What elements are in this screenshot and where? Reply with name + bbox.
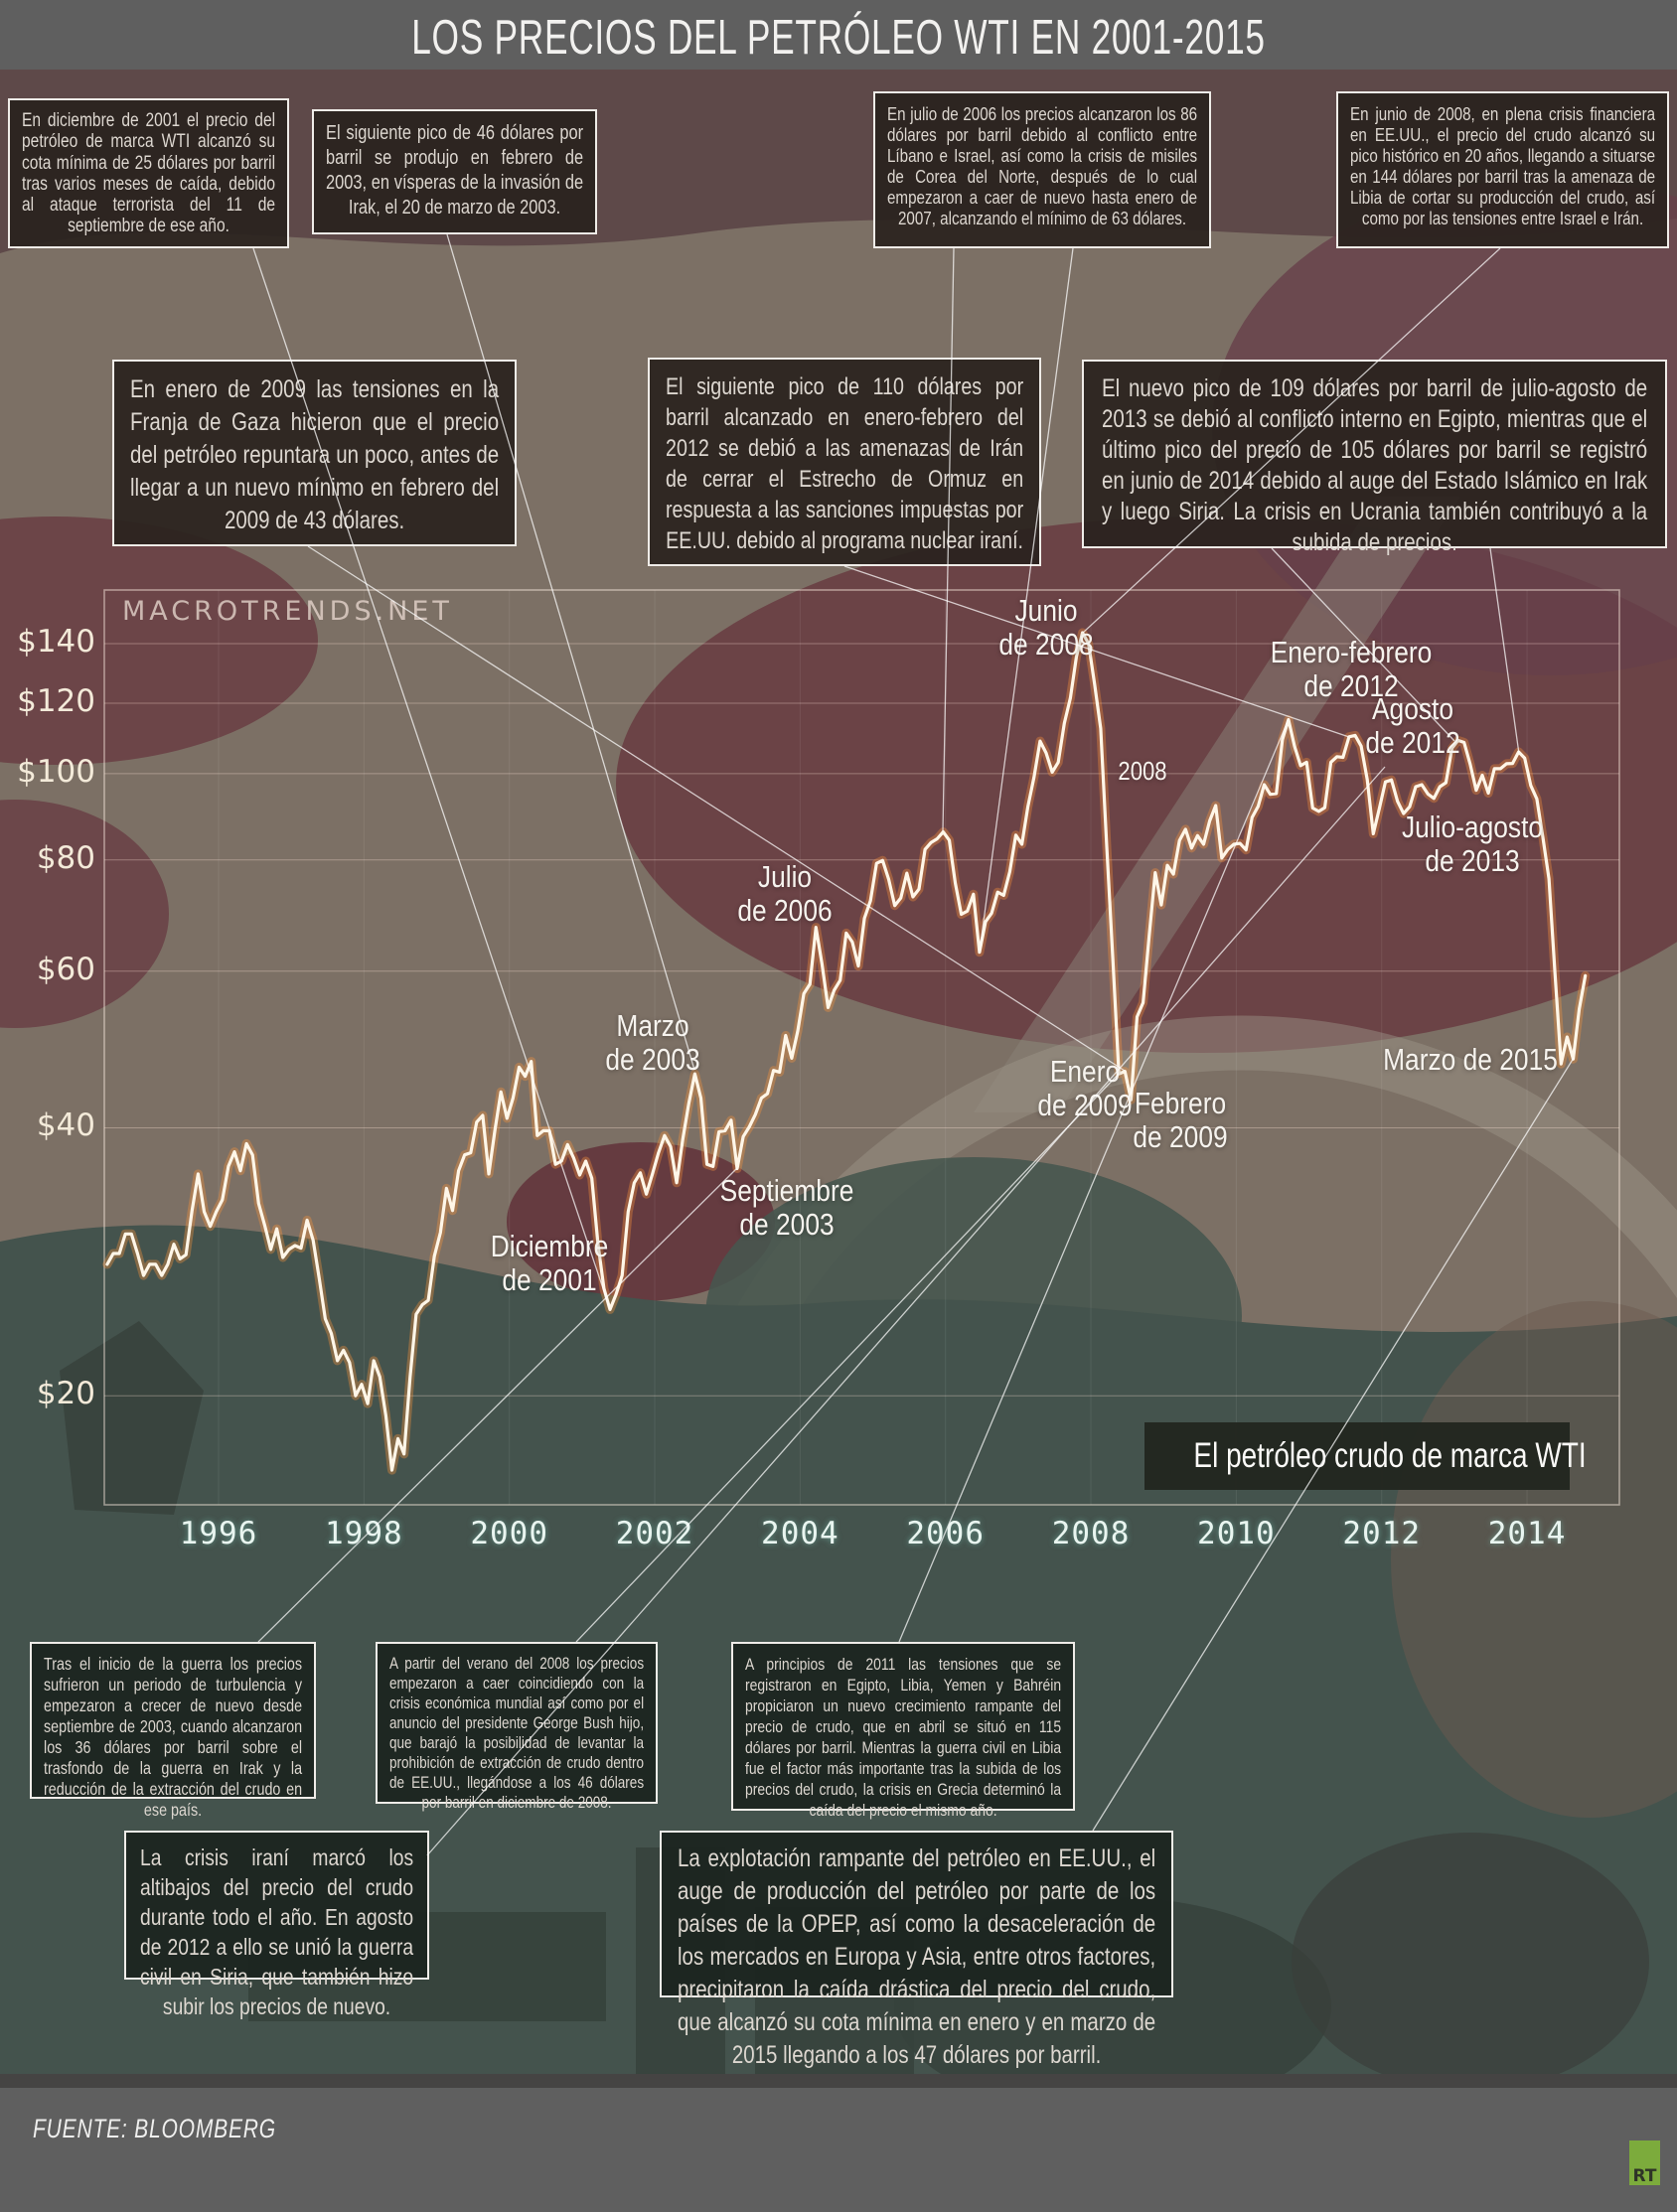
- annotation-julio-agosto-2013: Julio-agosto de 2013: [1401, 810, 1544, 879]
- x-tick-label: 2014: [1487, 1516, 1567, 1551]
- y-tick-label: $80: [36, 839, 95, 876]
- callout-jun-2008: En junio de 2008, en plena crisis financ…: [1336, 91, 1669, 248]
- x-tick-label: 2002: [615, 1516, 694, 1551]
- source-label: FUENTE: BLOOMBERG: [33, 2114, 276, 2143]
- x-tick-label: 1996: [179, 1516, 258, 1551]
- x-tick-label: 2010: [1197, 1516, 1276, 1551]
- annotation-marzo-2015: Marzo de 2015: [1383, 1042, 1558, 1077]
- callout-explotacion-eeuu-text: La explotación rampante del petróleo en …: [678, 1844, 1156, 2069]
- annotation-agosto-2012: Agosto de 2012: [1365, 691, 1460, 761]
- callout-crisis-irani: La crisis iraní marcó los altibajos del …: [124, 1831, 429, 2019]
- callout-verano-2008-text: A partir del verano del 2008 los precios…: [389, 1655, 645, 1812]
- callout-guerra-irak-text: Tras el inicio de la guerra los precios …: [44, 1654, 303, 1820]
- x-tick-label: 2012: [1342, 1516, 1422, 1551]
- callout-jul-2006: En julio de 2006 los precios alcanzaron …: [873, 91, 1211, 248]
- x-tick-label: 2006: [906, 1516, 986, 1551]
- callout-ene-feb-2012: El siguiente pico de 110 dólares por bar…: [648, 358, 1041, 566]
- callout-jul-2006-text: En julio de 2006 los precios alcanzaron …: [887, 103, 1198, 228]
- callout-crisis-irani-text: La crisis iraní marcó los altibajos del …: [140, 1844, 414, 2019]
- chart-caption-text: El petróleo crudo de marca WTI: [1193, 1436, 1587, 1475]
- callout-guerra-irak: Tras el inicio de la guerra los precios …: [30, 1642, 316, 1820]
- y-tick-label: $120: [17, 682, 95, 719]
- y-tick-label: $20: [36, 1376, 95, 1412]
- y-tick-label: $60: [36, 951, 95, 987]
- annotation-2008: 2008: [1118, 756, 1167, 786]
- callout-dec-2001: En diciembre de 2001 el precio del petró…: [8, 98, 289, 248]
- annotation-julio-2006: Julio de 2006: [737, 859, 833, 929]
- x-tick-label: 2004: [761, 1516, 839, 1551]
- annotation-marzo-2003: Marzo de 2003: [605, 1008, 700, 1078]
- x-tick-label: 2000: [470, 1516, 548, 1551]
- chart-caption: El petróleo crudo de marca WTI: [1144, 1422, 1587, 1490]
- callout-ene-2009: En enero de 2009 las tensiones en la Fra…: [112, 360, 517, 546]
- annotation-diciembre-2001: Diciembre de 2001: [490, 1229, 609, 1298]
- x-tick-label: 2008: [1051, 1516, 1131, 1551]
- y-tick-label: $140: [17, 624, 95, 660]
- annotation-febrero-2009: Febrero de 2009: [1133, 1086, 1228, 1155]
- watermark: MACROTRENDS.NET: [122, 596, 453, 627]
- callout-principios-2011: A principios de 2011 las tensiones que s…: [731, 1642, 1075, 1820]
- callout-explotacion-eeuu: La explotación rampante del petróleo en …: [660, 1831, 1173, 2069]
- annotation-septiembre-2003: Septiembre de 2003: [719, 1173, 854, 1243]
- divider-strip: [0, 2074, 1677, 2088]
- page-title: LOS PRECIOS DEL PETRÓLEO WTI EN 2001-201…: [411, 11, 1266, 65]
- callout-dec-2001-text: En diciembre de 2001 el precio del petró…: [22, 110, 276, 237]
- callout-jun-2008-text: En junio de 2008, en plena crisis financ…: [1350, 103, 1656, 228]
- callout-feb-2003-text: El siguiente pico de 46 dólares por barr…: [326, 122, 584, 219]
- y-tick-label: $40: [36, 1107, 95, 1144]
- callout-ene-2009-text: En enero de 2009 las tensiones en la Fra…: [130, 375, 500, 534]
- callout-verano-2008: A partir del verano del 2008 los precios…: [376, 1642, 658, 1812]
- callout-feb-2003: El siguiente pico de 46 dólares por barr…: [312, 109, 597, 234]
- x-tick-label: 1998: [325, 1516, 403, 1551]
- callout-principios-2011-text: A principios de 2011 las tensiones que s…: [745, 1655, 1062, 1820]
- annotation-junio-2008: Junio de 2008: [998, 593, 1094, 663]
- callout-jul-ago-2013: El nuevo pico de 109 dólares por barril …: [1082, 360, 1667, 556]
- y-tick-label: $100: [17, 753, 95, 790]
- callout-jul-ago-2013-text: El nuevo pico de 109 dólares por barril …: [1102, 374, 1648, 556]
- callout-ene-feb-2012-text: El siguiente pico de 110 dólares por bar…: [666, 373, 1024, 554]
- rt-logo: RT: [1629, 2140, 1660, 2186]
